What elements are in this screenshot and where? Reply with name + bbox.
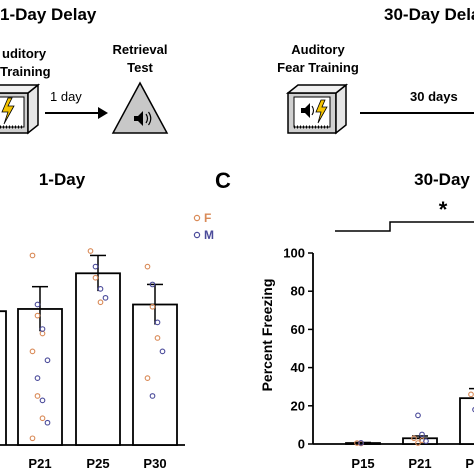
data-point-f (149, 303, 156, 310)
data-point-f (29, 252, 36, 259)
right-delay-title: 30-Day Delay (384, 5, 474, 24)
lightning-icon (315, 99, 328, 124)
bar-p25 (75, 272, 121, 446)
speaker-icon (134, 111, 143, 126)
data-point-m (39, 326, 46, 332)
left-box-label-2: Training (0, 64, 51, 79)
panel-b-title: 1-Day (39, 170, 86, 189)
data-point-m (92, 263, 99, 270)
data-point-m (159, 348, 166, 355)
data-point-f (29, 435, 36, 442)
tick-label: P25 (465, 456, 474, 471)
y-tick-label: 60 (291, 322, 305, 337)
data-point-f (144, 375, 151, 381)
arrow-label-right: 30 days (410, 89, 458, 104)
data-point-m (39, 397, 46, 404)
bar-p30 (132, 303, 178, 446)
lightning-icon (1, 97, 15, 125)
data-point-m (44, 357, 51, 364)
data-point-f (87, 248, 94, 254)
panel-b-legend: F M (193, 211, 214, 242)
tick-label: P30 (143, 456, 166, 471)
data-point-m (419, 431, 425, 438)
y-tick-label: 80 (291, 284, 305, 299)
left-delay-title: 1-Day Delay (0, 5, 97, 24)
left-training-box (0, 83, 41, 135)
data-point-m (423, 438, 429, 444)
tick-label: P15 (351, 456, 374, 471)
legend-f-label: F (204, 211, 211, 225)
data-point-f (415, 440, 421, 446)
data-point-m (34, 301, 41, 308)
data-point-f (34, 393, 41, 399)
data-point-m (102, 294, 109, 301)
data-point-m (44, 419, 51, 426)
data-point-f (97, 299, 104, 306)
data-point-m (415, 412, 421, 419)
y-tick-label: 40 (291, 360, 305, 375)
tick-label: P21 (408, 456, 431, 471)
y-tick-label: 0 (298, 437, 305, 452)
chart-30day: 0 20 40 60 80 100 P15 P21 P25 * (283, 197, 474, 471)
data-point-f (354, 440, 360, 446)
retrieval-triangle (111, 81, 169, 134)
panel-c-ylabel: Percent Freezing (259, 279, 275, 392)
significance-bracket (335, 221, 474, 232)
retrieval-label-1: Retrieval (113, 42, 168, 57)
right-training-box (285, 83, 349, 135)
y-tick-label: 20 (291, 398, 305, 413)
data-point-f (411, 435, 417, 442)
data-point-m (149, 281, 156, 288)
left-box-label-1: uditory (2, 46, 47, 61)
retrieval-label-2: Test (127, 60, 153, 75)
data-point-m (154, 319, 161, 326)
legend-m-marker (193, 231, 201, 239)
legend-m-label: M (204, 228, 214, 242)
chart-1day: P21 P25 P30 (0, 248, 185, 471)
right-box-label-1: Auditory (291, 42, 345, 57)
arrow-left-head (98, 107, 108, 119)
tick-label: P21 (28, 456, 51, 471)
data-point-m (97, 286, 104, 292)
data-point-m (358, 440, 364, 446)
bar-cropped (0, 310, 7, 445)
legend-f-marker (193, 214, 201, 222)
data-point-f (468, 391, 474, 398)
data-point-f (144, 263, 151, 270)
y-tick-label: 100 (283, 246, 305, 261)
data-point-f (34, 312, 41, 319)
data-point-m (34, 375, 41, 381)
arrow-label-left: 1 day (50, 89, 82, 104)
speaker-icon (301, 103, 310, 118)
data-point-f (39, 415, 46, 422)
right-box-label-2: Fear Training (277, 60, 359, 75)
data-point-m (149, 393, 156, 399)
data-point-f (29, 348, 36, 355)
bar-p25 (459, 397, 474, 445)
data-point-m (472, 406, 474, 413)
significance-star: * (439, 197, 448, 222)
data-point-f (92, 274, 99, 281)
tick-label: P25 (86, 456, 109, 471)
data-point-f (154, 335, 161, 341)
panel-c-letter: C (215, 168, 231, 193)
panel-c-title: 30-Day (414, 170, 470, 189)
